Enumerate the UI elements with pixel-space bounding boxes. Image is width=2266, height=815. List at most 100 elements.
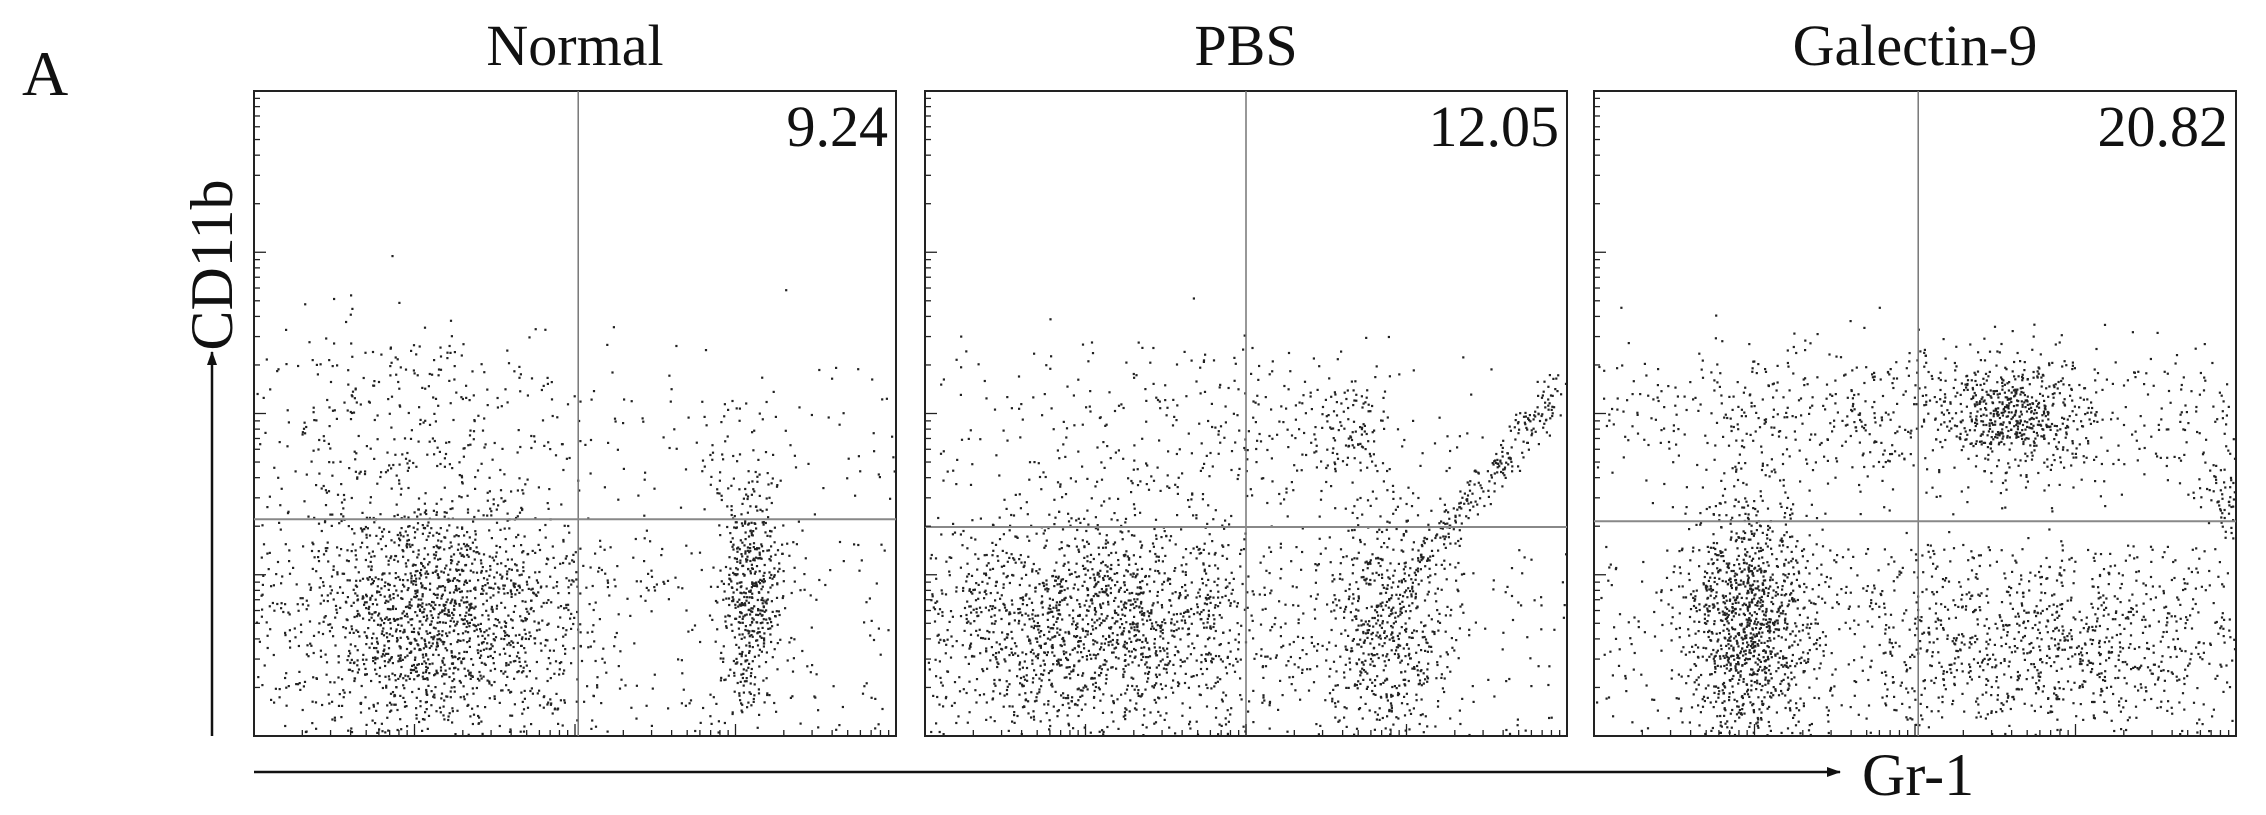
event-dot (528, 576, 530, 578)
event-dot (1127, 685, 1129, 687)
event-dot (368, 552, 370, 554)
event-dot (353, 602, 355, 604)
event-dot (1355, 618, 1357, 620)
event-dot (495, 618, 497, 620)
event-dot (380, 538, 382, 540)
event-dot (1114, 573, 1116, 575)
event-dot (441, 611, 443, 613)
event-dot (1395, 509, 1397, 511)
event-dot (1068, 569, 1070, 571)
event-dot (1196, 721, 1198, 723)
event-dot (1035, 655, 1037, 657)
event-dot (476, 629, 478, 631)
event-dot (1196, 660, 1198, 662)
event-dot (1105, 617, 1107, 619)
event-dot (1366, 672, 1368, 674)
event-dot (758, 665, 760, 667)
event-dot (1397, 694, 1399, 696)
event-dot (1371, 617, 1373, 619)
event-dot (458, 461, 460, 463)
event-dot (1409, 709, 1411, 711)
event-dot (646, 587, 648, 589)
event-dot (416, 615, 418, 617)
event-dot (1094, 613, 1096, 615)
event-dot (378, 527, 380, 529)
event-dot (984, 638, 986, 640)
event-dot (1081, 695, 1083, 697)
event-dot (400, 534, 402, 536)
event-dot (1199, 613, 1201, 615)
event-dot (1381, 627, 1383, 629)
event-dot (858, 455, 860, 457)
event-dot (397, 618, 399, 620)
event-dot (285, 329, 287, 331)
event-dot (398, 302, 400, 304)
event-dot (409, 604, 411, 606)
event-dot (1025, 574, 1027, 576)
event-dot (519, 512, 521, 514)
event-dot (1023, 676, 1025, 678)
event-dot (1237, 602, 1239, 604)
event-dot (425, 492, 427, 494)
event-dot (461, 354, 463, 356)
event-dot (1404, 572, 1406, 574)
event-dot (354, 451, 356, 453)
event-dot (350, 643, 352, 645)
event-dot (358, 635, 360, 637)
event-dot (421, 387, 423, 389)
event-dot (381, 579, 383, 581)
event-dot (1160, 490, 1162, 492)
event-dot (1160, 627, 1162, 629)
event-dot (1097, 581, 1099, 583)
event-dot (523, 708, 525, 710)
event-dot (1115, 668, 1117, 670)
event-dot (507, 513, 509, 515)
event-dot (1344, 706, 1346, 708)
event-dot (979, 652, 981, 654)
event-dot (554, 567, 556, 569)
event-dot (747, 495, 749, 497)
event-dot (985, 607, 987, 609)
event-dot (436, 634, 438, 636)
event-dot (947, 629, 949, 631)
event-dot (451, 686, 453, 688)
event-dot (740, 539, 742, 541)
event-dot (309, 620, 311, 622)
event-dot (1443, 691, 1445, 693)
event-dot (474, 558, 476, 560)
event-dot (451, 612, 453, 614)
event-dot (1014, 652, 1016, 654)
event-dot (1185, 596, 1187, 598)
event-dot (1225, 595, 1227, 597)
event-dot (1010, 648, 1012, 650)
event-dot (949, 556, 951, 558)
event-dot (763, 606, 765, 608)
event-dot (938, 642, 940, 644)
event-dot (272, 602, 274, 604)
event-dot (317, 373, 319, 375)
event-dot (765, 661, 767, 663)
event-dot (472, 723, 474, 725)
event-dot (1022, 599, 1024, 601)
event-dot (1089, 561, 1091, 563)
event-dot (367, 527, 369, 529)
event-dot (444, 516, 446, 518)
event-dot (507, 559, 509, 561)
event-dot (333, 565, 335, 567)
event-dot (332, 365, 334, 367)
event-dot (755, 505, 757, 507)
event-dot (1255, 653, 1257, 655)
event-dot (365, 659, 367, 661)
event-dot (1106, 534, 1108, 536)
event-dot (699, 552, 701, 554)
event-dot (483, 417, 485, 419)
event-dot (1027, 556, 1029, 558)
event-dot (1096, 619, 1098, 621)
event-dot (416, 528, 418, 530)
event-dot (614, 636, 616, 638)
event-dot (774, 527, 776, 529)
event-dot (328, 694, 330, 696)
event-dot (513, 646, 515, 648)
event-dot (745, 531, 747, 533)
